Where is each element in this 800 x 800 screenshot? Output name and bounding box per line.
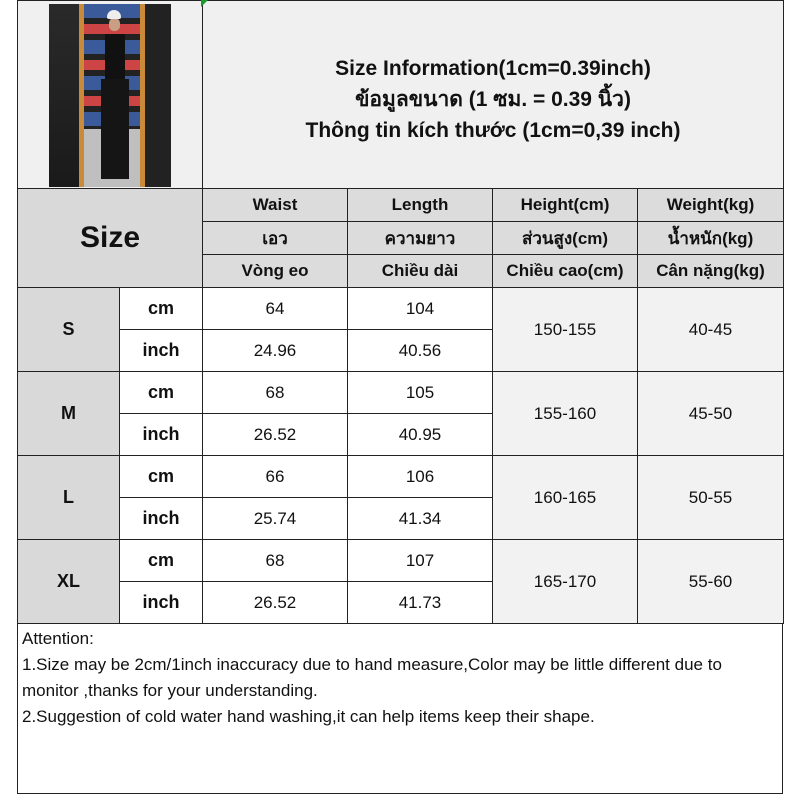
size-label: XL — [17, 539, 120, 624]
header-waist-th: เอว — [202, 221, 348, 255]
unit-inch: inch — [119, 581, 203, 624]
length-inch: 41.73 — [347, 581, 493, 624]
length-inch: 41.34 — [347, 497, 493, 540]
table-row: inch 24.96 40.56 — [18, 329, 784, 372]
table-row: M cm 68 105 155-160 45-50 — [17, 371, 785, 456]
product-photo — [49, 4, 171, 187]
header-weight-vi: Cân nặng(kg) — [636, 254, 785, 288]
product-photo-cell — [17, 0, 203, 189]
attention-note-2: 2.Suggestion of cold water hand washing,… — [22, 707, 595, 726]
size-label: M — [17, 371, 120, 456]
weight-range: 45-50 — [636, 371, 785, 456]
size-table: Size Information(1cm=0.39inch) ข้อมูลขนา… — [17, 0, 785, 624]
unit-cm: cm — [119, 539, 203, 582]
unit-cm: cm — [119, 287, 203, 330]
weight-range: 40-45 — [636, 287, 785, 372]
header-waist-vi: Vòng eo — [202, 254, 348, 288]
height-range: 155-160 — [492, 371, 638, 456]
header-waist-en: Waist — [202, 188, 348, 222]
height-range: 150-155 — [492, 287, 638, 372]
header-length-vi: Chiều dài — [347, 254, 493, 288]
size-chart: Size Information(1cm=0.39inch) ข้อมูลขนา… — [17, 0, 785, 794]
size-label: L — [17, 455, 120, 540]
header-weight-en: Weight(kg) — [636, 188, 785, 222]
waist-inch: 25.74 — [202, 497, 348, 540]
weight-range: 50-55 — [636, 455, 785, 540]
waist-cm: 68 — [202, 539, 348, 582]
title-vietnamese: Thông tin kích thước (1cm=0,39 inch) — [305, 119, 681, 142]
unit-inch: inch — [119, 497, 203, 540]
length-cm: 104 — [347, 287, 493, 330]
table-row: inch 26.52 41.73 — [18, 581, 784, 624]
waist-cm: 66 — [202, 455, 348, 498]
attention-notes: Attention: 1.Size may be 2cm/1inch inacc… — [17, 624, 783, 794]
waist-cm: 64 — [202, 287, 348, 330]
header-length-en: Length — [347, 188, 493, 222]
header-weight-th: น้ำหนัก(kg) — [636, 221, 785, 255]
table-row: S cm 64 104 150-155 40-45 — [17, 287, 785, 372]
header-height-th: ส่วนสูง(cm) — [492, 221, 638, 255]
waist-inch: 24.96 — [202, 329, 348, 372]
length-cm: 107 — [347, 539, 493, 582]
attention-heading: Attention: — [22, 629, 94, 648]
size-header: Size — [17, 188, 203, 288]
title-english: Size Information(1cm=0.39inch) — [335, 57, 651, 80]
unit-cm: cm — [119, 371, 203, 414]
table-row: inch 25.74 41.34 — [18, 497, 784, 540]
height-range: 160-165 — [492, 455, 638, 540]
size-label: S — [17, 287, 120, 372]
cell-marker-icon — [201, 0, 208, 7]
length-inch: 40.56 — [347, 329, 493, 372]
length-cm: 106 — [347, 455, 493, 498]
header-height-vi: Chiều cao(cm) — [492, 254, 638, 288]
header-height-en: Height(cm) — [492, 188, 638, 222]
table-row: L cm 66 106 160-165 50-55 — [17, 455, 785, 540]
length-inch: 40.95 — [347, 413, 493, 456]
height-range: 165-170 — [492, 539, 638, 624]
header-length-th: ความยาว — [347, 221, 493, 255]
waist-cm: 68 — [202, 371, 348, 414]
unit-cm: cm — [119, 455, 203, 498]
unit-inch: inch — [119, 413, 203, 456]
weight-range: 55-60 — [636, 539, 785, 624]
table-row: inch 26.52 40.95 — [18, 413, 784, 456]
attention-note-1: 1.Size may be 2cm/1inch inaccuracy due t… — [22, 655, 722, 700]
table-row: XL cm 68 107 165-170 55-60 — [17, 539, 785, 624]
unit-inch: inch — [119, 329, 203, 372]
title-block: Size Information(1cm=0.39inch) ข้อมูลขนา… — [201, 0, 785, 189]
length-cm: 105 — [347, 371, 493, 414]
title-thai: ข้อมูลขนาด (1 ซม. = 0.39 นิ้ว) — [355, 88, 631, 111]
waist-inch: 26.52 — [202, 581, 348, 624]
waist-inch: 26.52 — [202, 413, 348, 456]
